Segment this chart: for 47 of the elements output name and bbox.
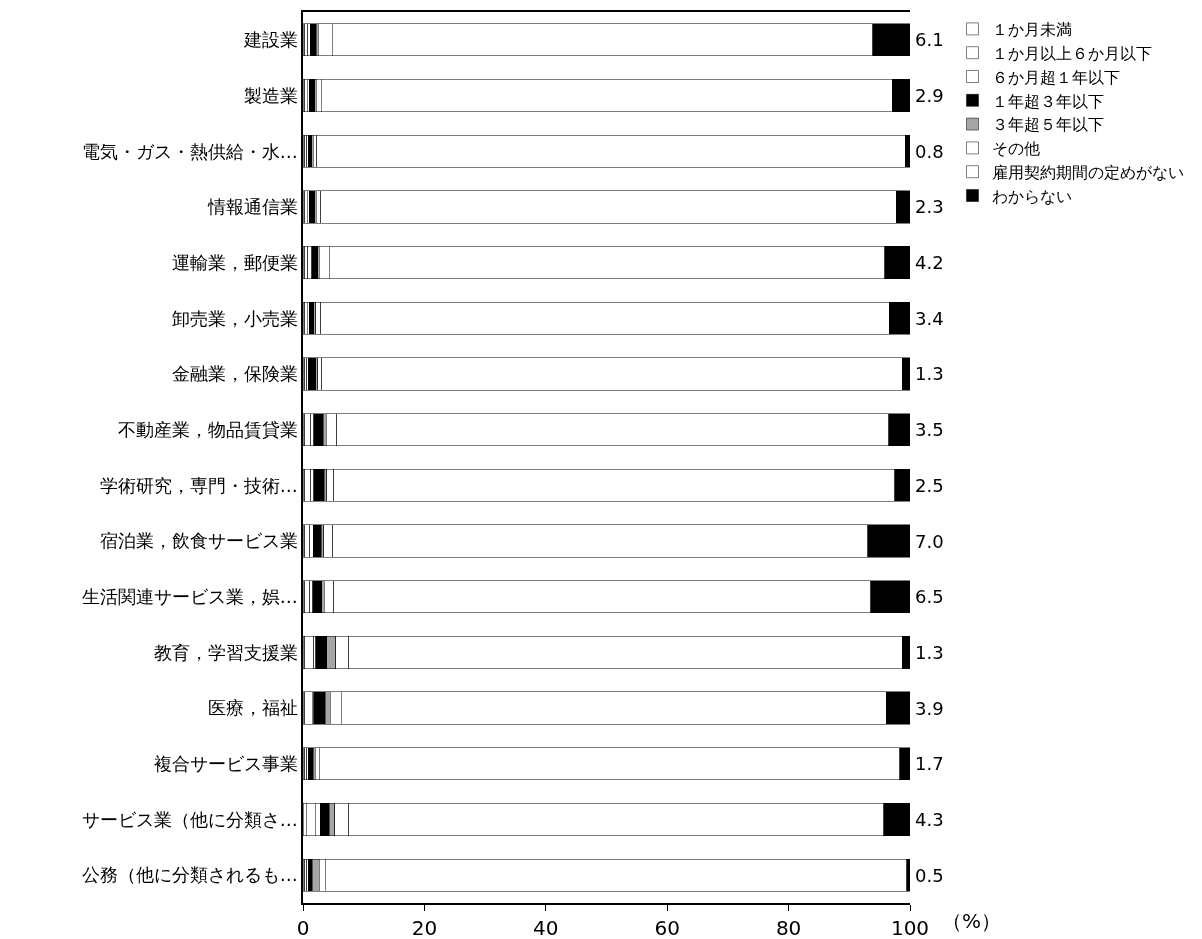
data-label: 6.5 bbox=[915, 586, 944, 607]
x-tick-label: 60 bbox=[654, 915, 680, 939]
data-label: 1.7 bbox=[915, 753, 944, 774]
x-tick-label: 20 bbox=[411, 915, 438, 939]
data-label: 0.5 bbox=[915, 865, 944, 886]
data-label: 2.9 bbox=[915, 85, 944, 106]
y-tick-label: 卸売業，小売業 bbox=[171, 307, 298, 329]
y-tick-label: 医療，福祉 bbox=[207, 697, 298, 719]
data-label: 1.3 bbox=[915, 363, 944, 384]
legend-label: １年超３年以下 bbox=[992, 91, 1105, 111]
data-label: 2.3 bbox=[915, 196, 944, 217]
y-tick-label: 学術研究，専門・技術… bbox=[99, 474, 298, 496]
data-label: 0.8 bbox=[915, 141, 944, 162]
legend-label: ３年超５年以下 bbox=[992, 115, 1105, 135]
y-tick-label: サービス業（他に分類さ… bbox=[81, 808, 298, 830]
y-tick-label: 運輸業，郵便業 bbox=[171, 251, 298, 273]
data-label: 3.4 bbox=[915, 308, 944, 329]
y-tick-label: 電気・ガス・熱供給・水… bbox=[81, 140, 298, 162]
y-tick-label: 複合サービス事業 bbox=[153, 753, 298, 775]
y-tick-label: 教育，学習支援業 bbox=[153, 641, 298, 663]
x-tick-label: 40 bbox=[533, 915, 559, 939]
y-tick-label: 生活関連サービス業，娯… bbox=[81, 586, 298, 608]
x-tick-label: 100 bbox=[890, 915, 930, 939]
legend-label: １か月以上６か月以下 bbox=[992, 43, 1153, 63]
data-label: 4.3 bbox=[915, 809, 944, 830]
x-axis-title: （%） bbox=[942, 909, 1002, 933]
y-tick-label: 公務（他に分類されるも… bbox=[81, 864, 298, 886]
data-label: 3.5 bbox=[915, 419, 944, 440]
y-tick-label: 不動産業，物品賃貸業 bbox=[117, 418, 298, 440]
x-tick-label: 0 bbox=[296, 915, 310, 939]
legend-label: その他 bbox=[992, 139, 1041, 159]
data-label: 3.9 bbox=[915, 698, 944, 719]
legend-label: ６か月超１年以下 bbox=[992, 67, 1121, 87]
data-label: 6.1 bbox=[915, 29, 944, 50]
data-label: 2.5 bbox=[915, 475, 944, 496]
y-tick-label: 情報通信業 bbox=[206, 196, 298, 218]
data-label: 1.3 bbox=[915, 642, 944, 663]
y-tick-label: 建設業 bbox=[242, 29, 298, 51]
legend-label: １か月未満 bbox=[992, 20, 1073, 40]
y-tick-label: 金融業，保険業 bbox=[171, 363, 298, 385]
data-label: 4.2 bbox=[915, 252, 944, 273]
y-tick-label: 宿泊業，飲食サービス業 bbox=[99, 530, 298, 552]
data-label: 7.0 bbox=[915, 531, 944, 552]
legend-label: 雇用契約期間の定めがない bbox=[992, 162, 1185, 182]
y-tick-label: 製造業 bbox=[243, 84, 298, 106]
legend-label: わからない bbox=[992, 186, 1073, 206]
x-tick-label: 80 bbox=[775, 915, 802, 939]
